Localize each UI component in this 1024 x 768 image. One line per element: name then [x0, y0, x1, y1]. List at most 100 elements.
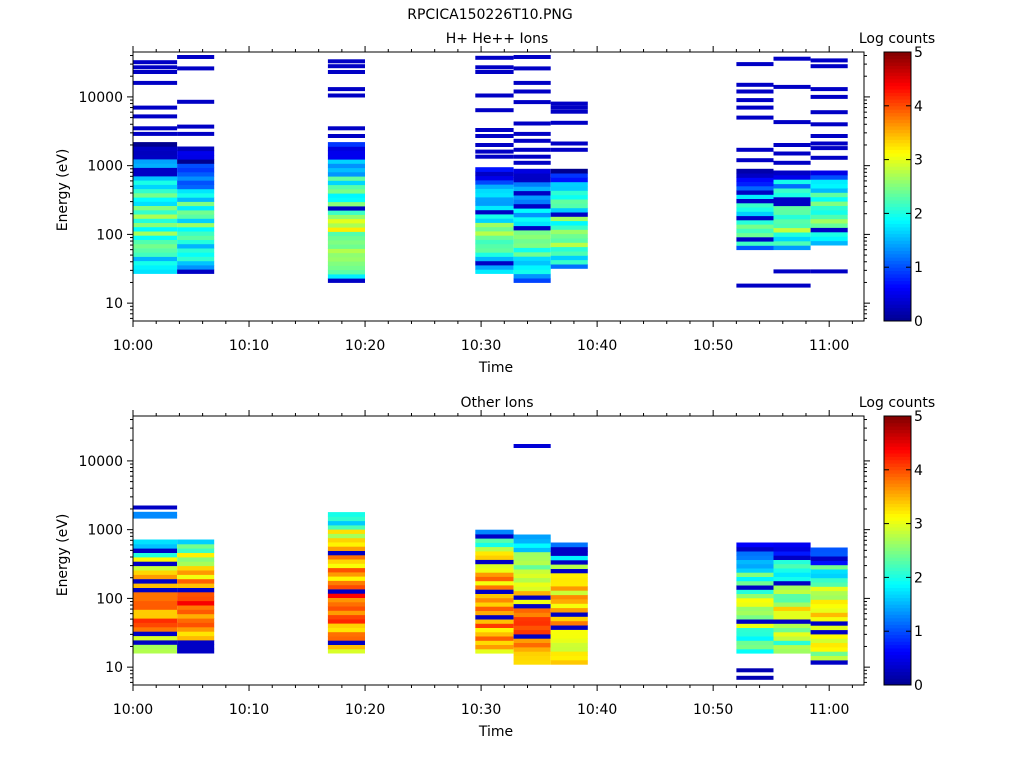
heatmap-cell	[177, 644, 215, 650]
colorbar-step	[884, 611, 911, 615]
heatmap-cell	[736, 158, 774, 163]
heatmap-cell	[773, 640, 811, 646]
heatmap-cell	[177, 222, 215, 228]
x-tick-label: 10:00	[113, 338, 153, 354]
heatmap-cell	[133, 146, 178, 151]
heatmap-cell	[475, 201, 514, 206]
colorbar-step	[884, 277, 911, 282]
heatmap-cell	[177, 265, 215, 270]
heatmap-cell	[773, 240, 811, 246]
colorbar-step	[884, 627, 911, 632]
x-tick-label: 11:00	[809, 702, 849, 718]
heatmap-cell	[133, 256, 178, 262]
heatmap-cell	[550, 651, 588, 656]
heatmap-cell	[475, 248, 514, 253]
heatmap-cell	[177, 552, 215, 558]
heatmap-cell	[327, 252, 365, 258]
colorbar-tick-label: 3	[914, 153, 923, 169]
heatmap-cell	[133, 613, 178, 619]
heatmap-cell	[773, 201, 811, 207]
colorbar-label: Log counts	[859, 395, 935, 411]
heatmap-cell	[773, 559, 811, 565]
colorbar-step	[884, 563, 911, 568]
heatmap-cell	[810, 183, 848, 189]
heatmap-cell	[810, 231, 848, 237]
heatmap-cell	[475, 218, 514, 223]
heatmap-cell	[327, 554, 365, 560]
heatmap-cell	[133, 188, 178, 194]
heatmap-cell	[736, 610, 774, 616]
heatmap-cell	[736, 546, 774, 552]
heatmap-cell	[475, 256, 514, 262]
heatmap-cell	[736, 619, 774, 624]
colorbar-step	[884, 236, 911, 241]
heatmap-cell	[736, 236, 774, 242]
heatmap-cell	[773, 542, 811, 548]
heatmap-cell	[550, 216, 588, 222]
heatmap-cell	[327, 563, 365, 569]
heatmap-cell	[810, 87, 848, 92]
colorbar-step	[884, 129, 911, 134]
heatmap-cell	[475, 214, 514, 219]
heatmap-cell	[133, 543, 178, 549]
heatmap-cell	[475, 606, 514, 611]
colorbar-step	[884, 270, 911, 275]
heatmap-cell	[327, 214, 365, 220]
heatmap-cell	[810, 205, 848, 211]
heatmap-cell	[736, 675, 774, 680]
heatmap-cell	[327, 648, 365, 654]
heatmap-cell	[773, 192, 811, 198]
colorbar-step	[884, 594, 911, 599]
heatmap-cell	[133, 197, 178, 202]
heatmap-cell	[773, 56, 811, 61]
heatmap-cell	[475, 546, 514, 552]
heatmap-cell	[513, 642, 551, 648]
colorbar-tick-label: 5	[914, 45, 923, 61]
colorbar-step	[884, 553, 911, 558]
heatmap-cell	[327, 188, 365, 194]
heatmap-cell	[327, 231, 365, 237]
colorbar-step	[884, 203, 911, 208]
heatmap-cell	[513, 616, 551, 622]
heatmap-cell	[550, 194, 588, 200]
heatmap-cell	[513, 538, 551, 544]
colorbar-step	[884, 159, 911, 164]
heatmap-cell	[550, 207, 588, 213]
colorbar-step	[884, 263, 911, 268]
heatmap-cell	[550, 101, 588, 106]
heatmap-cell	[177, 631, 215, 637]
heatmap-cell	[133, 154, 178, 160]
heatmap-cell	[327, 235, 365, 241]
heatmap-cell	[773, 245, 811, 251]
heatmap-cell	[513, 55, 551, 59]
heatmap-cell	[513, 251, 551, 257]
colorbar-tick-label: 0	[914, 314, 923, 330]
colorbar-step	[884, 432, 911, 437]
heatmap-cell	[177, 66, 215, 71]
heatmap-cell	[736, 551, 774, 556]
colorbar-step	[884, 543, 911, 548]
heatmap-cell	[177, 214, 215, 219]
colorbar-step	[884, 146, 911, 151]
heatmap-cell	[327, 93, 365, 98]
colorbar-step	[884, 580, 911, 585]
heatmap-cell	[177, 574, 215, 580]
heatmap-cell	[773, 610, 811, 616]
colorbar-step	[884, 267, 911, 272]
colorbar-step	[884, 416, 911, 420]
heatmap-cell	[327, 59, 365, 64]
colorbar-tick-label: 3	[914, 517, 923, 533]
heatmap-cell	[133, 222, 178, 228]
colorbar-step	[884, 489, 911, 494]
heatmap-cell	[736, 636, 774, 641]
x-tick-label: 10:30	[461, 338, 501, 354]
heatmap-cell	[327, 618, 365, 624]
heatmap-cell	[177, 543, 215, 549]
colorbar-step	[884, 85, 911, 90]
colorbar-step	[884, 233, 911, 238]
heatmap-cell	[513, 560, 551, 566]
heatmap-cell	[810, 240, 848, 246]
heatmap-cell	[550, 190, 588, 196]
heatmap-cell	[736, 105, 774, 110]
colorbar-step	[884, 466, 911, 471]
